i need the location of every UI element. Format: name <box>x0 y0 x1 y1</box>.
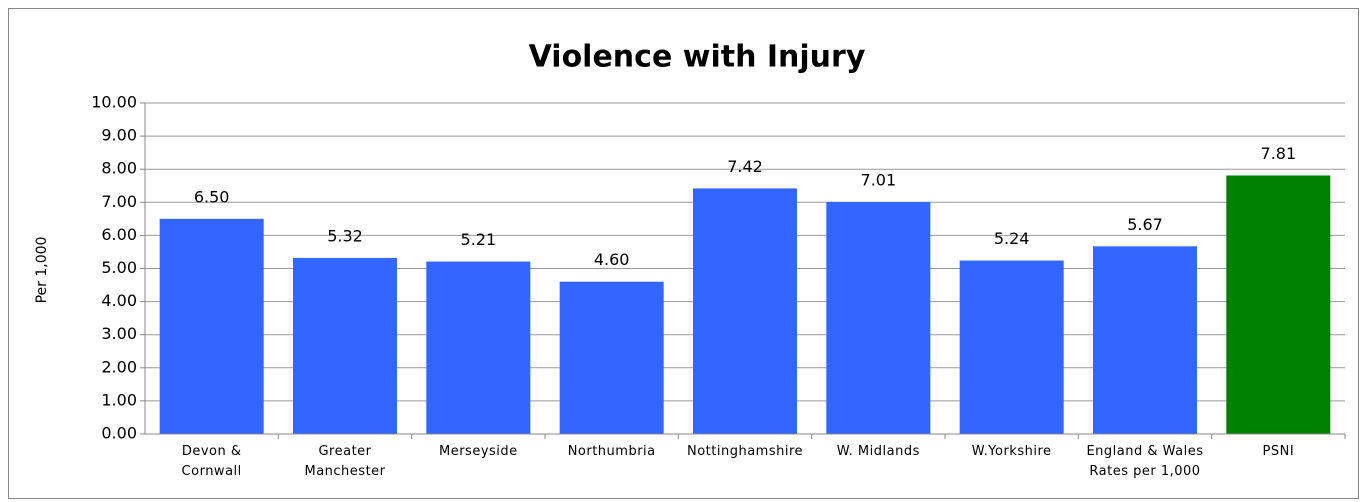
value-label: 5.32 <box>327 226 363 245</box>
y-tick-label: 7.00 <box>101 192 137 211</box>
y-tick-label: 5.00 <box>101 258 137 277</box>
value-label: 4.60 <box>594 250 630 269</box>
y-tick-label: 8.00 <box>101 159 137 178</box>
x-tick-label: England & Wales Rates per 1,000 <box>1086 444 1204 479</box>
value-label: 7.42 <box>727 157 763 176</box>
value-label: 7.01 <box>861 170 897 189</box>
bar <box>559 281 664 434</box>
x-tick-label: W. Midlands <box>836 444 920 459</box>
y-axis-label: Per 1,000 <box>34 237 50 304</box>
y-tick-label: 6.00 <box>101 225 137 244</box>
x-tick-label: Merseyside <box>438 444 518 459</box>
y-tick-label: 9.00 <box>101 126 137 145</box>
value-label: 5.67 <box>1127 215 1163 234</box>
bar <box>159 218 264 434</box>
bar <box>693 188 797 434</box>
bar <box>1093 246 1197 434</box>
value-label: 7.81 <box>1261 144 1297 163</box>
y-tick-label: 2.00 <box>101 357 137 376</box>
chart-title: Violence with Injury <box>529 40 866 75</box>
y-tick-label: 4.00 <box>101 291 137 310</box>
value-label: 6.50 <box>194 187 230 206</box>
x-tick-label: Devon & Cornwall <box>181 444 242 479</box>
y-tick-label: 3.00 <box>101 324 137 343</box>
x-tick-label: W.Yorkshire <box>971 444 1052 459</box>
bar <box>293 257 397 434</box>
y-tick-label: 0.00 <box>101 424 137 443</box>
bar <box>426 261 531 434</box>
y-tick-label: 10.00 <box>91 93 137 112</box>
y-tick-label: 1.00 <box>101 390 137 409</box>
x-tick-label: PSNI <box>1262 444 1295 459</box>
bar <box>1226 175 1331 434</box>
x-tick-label: Northumbria <box>567 444 656 459</box>
bar <box>826 201 931 434</box>
x-tick-label: Greater Manchester <box>304 444 386 479</box>
bar <box>959 260 1064 434</box>
value-label: 5.21 <box>461 230 497 249</box>
x-tick-label: Nottinghamshire <box>686 444 804 459</box>
value-label: 5.24 <box>994 229 1030 248</box>
